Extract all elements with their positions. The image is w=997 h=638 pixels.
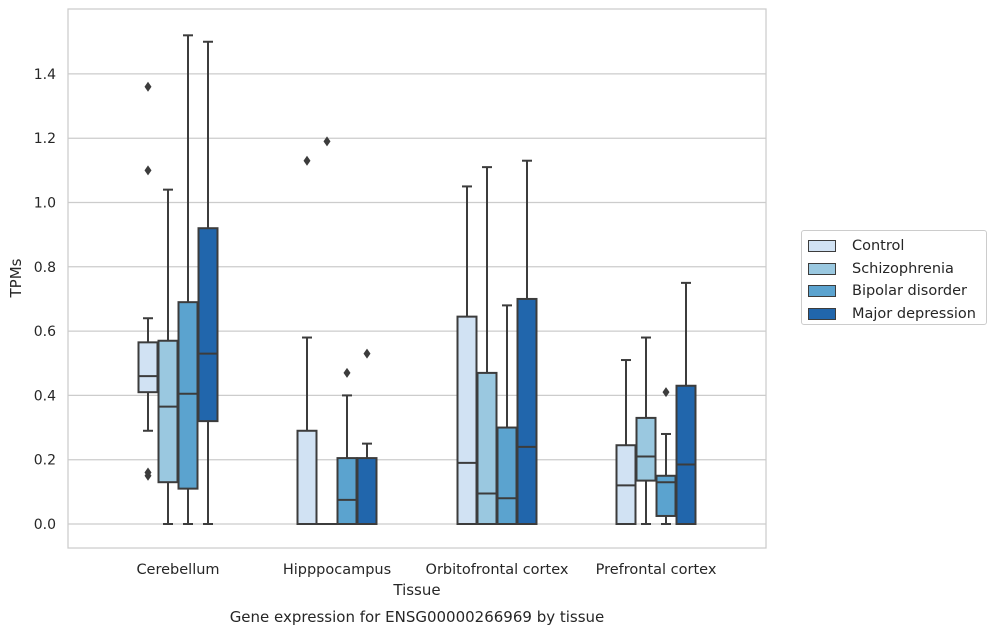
box — [677, 386, 696, 524]
legend-swatch-schizophrenia — [808, 263, 836, 275]
y-tick-label: 0.4 — [34, 388, 56, 404]
x-tick-label: Hipppocampus — [283, 562, 391, 578]
legend-item-schizophrenia: Schizophrenia — [808, 258, 986, 281]
legend-label-major-depression: Major depression — [852, 306, 976, 322]
legend-label-schizophrenia: Schizophrenia — [852, 261, 954, 277]
legend-item-bipolar-disorder: Bipolar disorder — [808, 280, 986, 303]
box — [498, 428, 517, 524]
x-axis-label: Tissue — [392, 581, 440, 599]
box — [478, 373, 497, 524]
legend-swatch-bipolar-disorder — [808, 285, 836, 297]
box — [179, 302, 198, 488]
legend-item-control: Control — [808, 235, 986, 258]
box — [199, 228, 218, 421]
legend-label-bipolar-disorder: Bipolar disorder — [852, 283, 967, 299]
legend-swatch-major-depression — [808, 308, 836, 320]
box — [338, 458, 357, 524]
chart-caption: Gene expression for ENSG00000266969 by t… — [230, 608, 605, 626]
box — [637, 418, 656, 481]
box — [139, 342, 158, 392]
x-tick-label: Orbitofrontal cortex — [426, 562, 569, 578]
x-tick-labels: Cerebellum Hipppocampus Orbitofrontal cort… — [136, 562, 716, 578]
y-tick-labels: 0.0 0.2 0.4 0.6 0.8 1.0 1.2 1.4 — [34, 67, 56, 533]
box — [358, 458, 377, 524]
y-tick-label: 0.2 — [34, 453, 56, 469]
y-tick-label: 0.6 — [34, 324, 56, 340]
y-tick-label: 1.2 — [34, 131, 56, 147]
y-tick-label: 0.0 — [34, 517, 56, 533]
y-tick-label: 1.4 — [34, 67, 56, 83]
box — [159, 341, 178, 482]
x-tick-label: Cerebellum — [136, 562, 219, 578]
legend-swatch-control — [808, 240, 836, 252]
legend-label-control: Control — [852, 238, 904, 254]
legend: Control Schizophrenia Bipolar disorder M… — [801, 230, 987, 325]
y-tick-label: 1.0 — [34, 196, 56, 212]
legend-item-major-depression: Major depression — [808, 303, 986, 326]
box — [458, 317, 477, 524]
y-axis-label: TPMs — [7, 258, 25, 298]
box — [298, 431, 317, 524]
x-tick-label: Prefrontal cortex — [596, 562, 717, 578]
box — [518, 299, 537, 524]
y-tick-label: 0.8 — [34, 260, 56, 276]
